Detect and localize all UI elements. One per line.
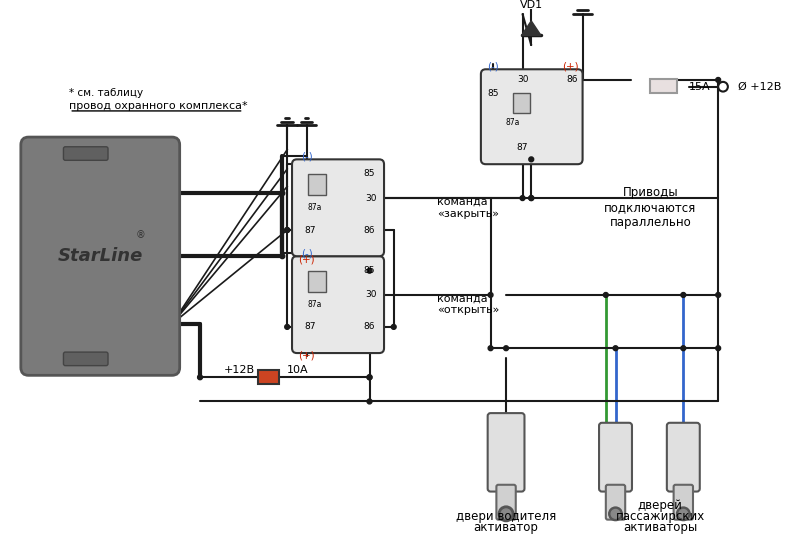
Circle shape (681, 293, 686, 297)
Text: (-): (-) (301, 151, 313, 162)
Text: 10A: 10A (287, 364, 309, 374)
FancyBboxPatch shape (292, 159, 384, 256)
Bar (650, 79, 678, 94)
Circle shape (498, 506, 514, 522)
Circle shape (504, 346, 509, 350)
Circle shape (502, 509, 511, 518)
Text: 87a: 87a (307, 300, 322, 309)
Text: * см. таблицу: * см. таблицу (70, 88, 143, 98)
Circle shape (285, 227, 290, 233)
Circle shape (677, 507, 690, 521)
Text: +12В: +12В (224, 364, 255, 374)
Circle shape (280, 191, 285, 196)
Circle shape (603, 293, 608, 297)
Text: (-): (-) (301, 248, 313, 258)
Circle shape (198, 375, 202, 380)
Text: дверей: дверей (638, 499, 682, 513)
Circle shape (611, 509, 620, 518)
Text: Ø +12В: Ø +12В (738, 82, 781, 91)
Text: 30: 30 (366, 194, 377, 203)
Circle shape (367, 269, 372, 273)
Circle shape (367, 375, 372, 380)
FancyBboxPatch shape (63, 352, 108, 365)
Bar (513, 94, 530, 113)
FancyBboxPatch shape (496, 485, 516, 519)
Text: (+): (+) (298, 254, 315, 264)
FancyBboxPatch shape (21, 137, 180, 376)
Circle shape (609, 507, 622, 521)
Text: двери водителя: двери водителя (456, 510, 556, 523)
Bar (309, 174, 326, 195)
Text: StarLine: StarLine (58, 247, 143, 265)
Text: 30: 30 (366, 291, 377, 300)
FancyBboxPatch shape (292, 256, 384, 353)
Circle shape (285, 227, 290, 233)
Text: 85: 85 (364, 266, 375, 275)
Circle shape (391, 325, 396, 330)
Bar (258, 371, 279, 384)
Circle shape (716, 346, 721, 350)
Text: команда
«открыть»: команда «открыть» (438, 294, 500, 316)
Circle shape (718, 82, 728, 91)
Circle shape (488, 293, 493, 297)
FancyBboxPatch shape (599, 423, 632, 492)
Circle shape (367, 399, 372, 404)
Circle shape (280, 254, 285, 258)
Text: 86: 86 (566, 75, 578, 85)
Text: (-): (-) (488, 62, 499, 71)
Text: 87: 87 (517, 143, 528, 152)
Text: провод охранного комплекса*: провод охранного комплекса* (70, 101, 248, 111)
FancyBboxPatch shape (488, 413, 525, 492)
Text: 87: 87 (305, 226, 316, 234)
Circle shape (529, 196, 534, 201)
FancyBboxPatch shape (481, 69, 582, 164)
Text: команда
«закрыть»: команда «закрыть» (438, 197, 499, 219)
Text: активатор: активатор (474, 521, 538, 533)
Text: Приводы
подключаются
параллельно: Приводы подключаются параллельно (604, 186, 697, 230)
Text: 85: 85 (364, 170, 375, 178)
Text: VD1: VD1 (520, 0, 543, 10)
Text: 87: 87 (305, 323, 316, 331)
Text: 30: 30 (517, 75, 528, 85)
Circle shape (520, 196, 525, 201)
FancyBboxPatch shape (674, 485, 693, 519)
Text: 86: 86 (364, 323, 375, 331)
Text: 15A: 15A (689, 82, 710, 91)
Circle shape (716, 293, 721, 297)
Text: 86: 86 (364, 226, 375, 234)
FancyBboxPatch shape (667, 423, 700, 492)
Circle shape (285, 325, 290, 330)
Circle shape (681, 346, 686, 350)
FancyBboxPatch shape (63, 147, 108, 160)
Circle shape (613, 346, 618, 350)
Text: 87a: 87a (307, 203, 322, 212)
Circle shape (529, 196, 534, 201)
Bar (309, 271, 326, 292)
Text: активаторы: активаторы (623, 521, 697, 533)
FancyBboxPatch shape (606, 485, 625, 519)
Circle shape (367, 375, 372, 380)
Text: 85: 85 (488, 89, 499, 98)
Circle shape (488, 346, 493, 350)
Text: ®: ® (136, 230, 146, 240)
Polygon shape (522, 21, 541, 35)
Text: (+): (+) (562, 62, 578, 71)
Circle shape (529, 157, 534, 162)
Text: пассажирских: пассажирских (615, 510, 705, 523)
Text: 87a: 87a (506, 118, 520, 127)
Circle shape (716, 78, 721, 82)
Text: (+): (+) (298, 351, 315, 361)
Circle shape (679, 509, 688, 518)
